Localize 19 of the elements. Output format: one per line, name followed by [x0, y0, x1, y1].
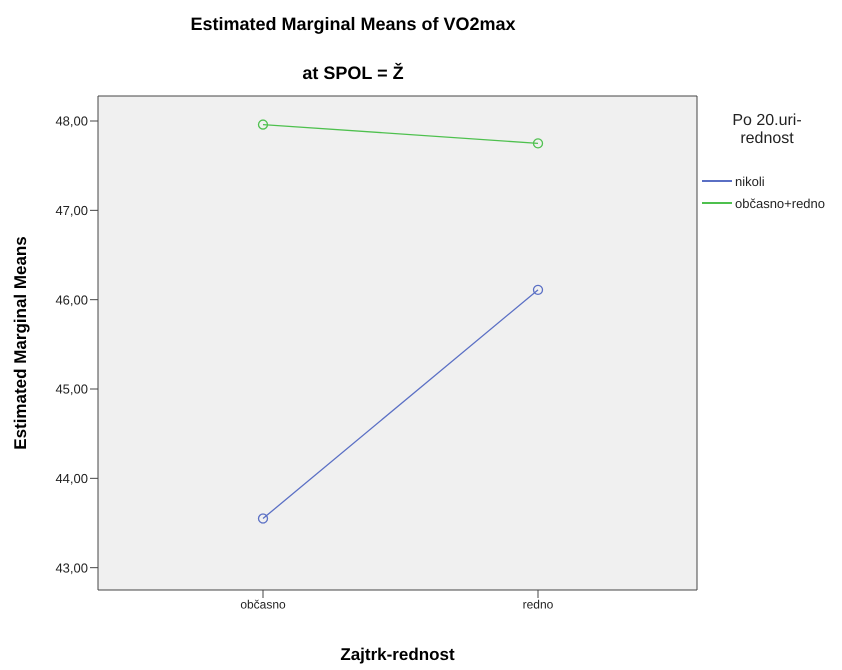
chart-subtitle: at SPOL = Ž	[301, 63, 405, 84]
point	[258, 119, 268, 130]
y-tick-label: 47,00	[55, 202, 88, 218]
point	[258, 513, 268, 524]
y-tick-label: 43,00	[55, 560, 88, 576]
legend-label: nikoli	[735, 174, 765, 188]
y-tick-label: 48,00	[55, 114, 88, 129]
y-tick-label: 46,00	[55, 292, 88, 308]
y-tick-label: 45,00	[55, 382, 88, 397]
x-axis-title: Zajtrk-rednost	[340, 645, 455, 664]
y-tick-label: 44,00	[55, 470, 88, 486]
chart-title: Estimated Marginal Means of VO2max	[189, 14, 517, 35]
y-axis-title: Estimated Marginal Means	[11, 236, 30, 450]
point	[532, 138, 544, 148]
x-tick-label: redno	[522, 598, 554, 612]
legend-label: občasno+redno	[735, 196, 825, 210]
x-tick-label: občasno	[240, 598, 286, 612]
point	[532, 284, 544, 295]
legend-title: Po 20.uri-rednost	[731, 112, 803, 148]
